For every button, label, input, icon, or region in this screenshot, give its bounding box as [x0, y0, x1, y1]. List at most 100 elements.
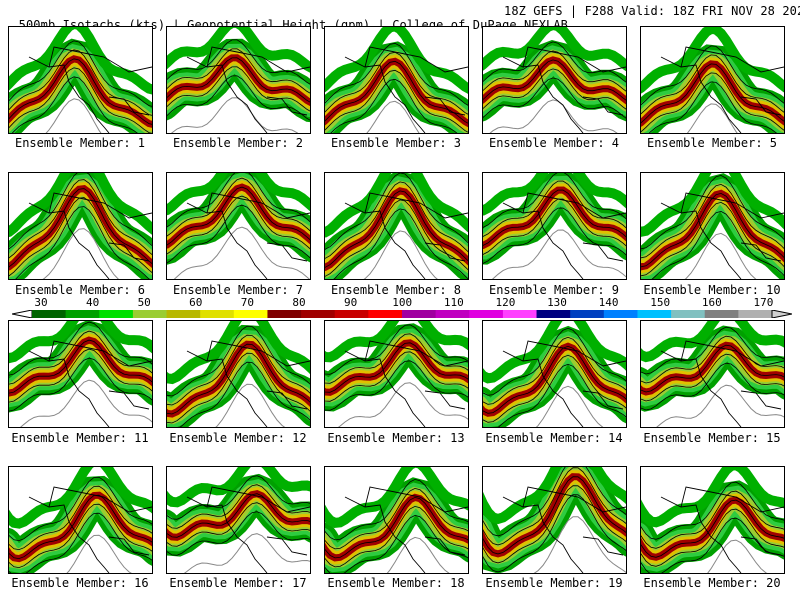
colorbar-tick-label: 30 [26, 296, 56, 309]
colorbar-segment [133, 310, 167, 318]
ensemble-member-label: Ensemble Member: 14 [475, 431, 633, 445]
ensemble-panel [640, 320, 785, 428]
ensemble-member-label: Ensemble Member: 4 [475, 136, 633, 150]
colorbar-segment [234, 310, 268, 318]
isotach-map [483, 467, 626, 573]
ensemble-panel [640, 26, 785, 134]
ensemble-panel [640, 172, 785, 280]
colorbar-tick-label: 110 [439, 296, 469, 309]
colorbar-tick-label: 130 [542, 296, 572, 309]
ensemble-member-label: Ensemble Member: 11 [1, 431, 159, 445]
colorbar-tick-label: 70 [232, 296, 262, 309]
ensemble-panel [8, 466, 153, 574]
ensemble-panel [324, 26, 469, 134]
ensemble-member-label: Ensemble Member: 17 [159, 576, 317, 590]
isotach-colorbar [12, 310, 792, 318]
ensemble-panel [482, 172, 627, 280]
colorbar-tick-label: 150 [645, 296, 675, 309]
ensemble-panel [324, 320, 469, 428]
ensemble-member-label: Ensemble Member: 3 [317, 136, 475, 150]
isotach-map [641, 27, 784, 133]
isotach-map [325, 467, 468, 573]
ensemble-member-label: Ensemble Member: 1 [1, 136, 159, 150]
colorbar-segment [738, 310, 772, 318]
ensemble-panel [482, 26, 627, 134]
isotach-map [641, 173, 784, 279]
colorbar-segment [705, 310, 739, 318]
ensemble-member-label: Ensemble Member: 19 [475, 576, 633, 590]
colorbar-max-arrow [772, 310, 792, 318]
isotach-map [167, 321, 310, 427]
ensemble-panel [8, 26, 153, 134]
colorbar-segment [301, 310, 335, 318]
isotach-map [167, 27, 310, 133]
ensemble-panel [482, 320, 627, 428]
isotach-map [325, 321, 468, 427]
colorbar-segment [637, 310, 671, 318]
ensemble-member-label: Ensemble Member: 12 [159, 431, 317, 445]
isotach-map [483, 173, 626, 279]
colorbar-tick-label: 80 [284, 296, 314, 309]
ensemble-panel [324, 466, 469, 574]
colorbar-segment [436, 310, 470, 318]
colorbar-segment [200, 310, 234, 318]
ensemble-member-label: Ensemble Member: 8 [317, 283, 475, 297]
colorbar-tick-label: 100 [387, 296, 417, 309]
ensemble-member-label: Ensemble Member: 5 [633, 136, 791, 150]
isotach-map [483, 27, 626, 133]
colorbar-tick-label: 60 [181, 296, 211, 309]
colorbar-segment [604, 310, 638, 318]
colorbar-segment [469, 310, 503, 318]
colorbar-tick-label: 120 [490, 296, 520, 309]
isotach-map [325, 27, 468, 133]
isotach-map [9, 173, 152, 279]
colorbar-segment [570, 310, 604, 318]
colorbar-segment [167, 310, 201, 318]
isotach-map [167, 467, 310, 573]
colorbar-segment [671, 310, 705, 318]
colorbar-tick-label: 40 [78, 296, 108, 309]
colorbar-segment [99, 310, 133, 318]
isotach-map [483, 321, 626, 427]
ensemble-panel [324, 172, 469, 280]
ensemble-panel [640, 466, 785, 574]
ensemble-member-label: Ensemble Member: 13 [317, 431, 475, 445]
ensemble-panel [8, 320, 153, 428]
ensemble-member-label: Ensemble Member: 10 [633, 283, 791, 297]
ensemble-member-label: Ensemble Member: 18 [317, 576, 475, 590]
ensemble-panel [166, 320, 311, 428]
colorbar-segment [32, 310, 66, 318]
ensemble-member-label: Ensemble Member: 15 [633, 431, 791, 445]
colorbar-min-arrow [12, 310, 32, 318]
ensemble-member-label: Ensemble Member: 6 [1, 283, 159, 297]
isotach-map [167, 173, 310, 279]
colorbar-segment [402, 310, 436, 318]
colorbar-tick-label: 170 [748, 296, 778, 309]
isotach-map [9, 321, 152, 427]
colorbar-segment [503, 310, 537, 318]
isotach-map [9, 467, 152, 573]
isotach-map [641, 467, 784, 573]
ensemble-panel [166, 26, 311, 134]
ensemble-member-label: Ensemble Member: 20 [633, 576, 791, 590]
ensemble-member-label: Ensemble Member: 9 [475, 283, 633, 297]
ensemble-member-label: Ensemble Member: 16 [1, 576, 159, 590]
ensemble-member-label: Ensemble Member: 7 [159, 283, 317, 297]
colorbar-tick-label: 160 [697, 296, 727, 309]
isotach-map [325, 173, 468, 279]
header-valid-time: 18Z GEFS | F288 Valid: 18Z FRI NOV 28 20… [504, 4, 800, 18]
colorbar-segment [267, 310, 301, 318]
ensemble-panel [8, 172, 153, 280]
ensemble-panel [166, 466, 311, 574]
colorbar-segment [66, 310, 100, 318]
colorbar-tick-label: 90 [336, 296, 366, 309]
ensemble-panel [482, 466, 627, 574]
colorbar-segment [537, 310, 571, 318]
isotach-map [641, 321, 784, 427]
colorbar-tick-label: 50 [129, 296, 159, 309]
isotach-map [9, 27, 152, 133]
colorbar-tick-label: 140 [594, 296, 624, 309]
colorbar-segment [335, 310, 369, 318]
colorbar-segment [368, 310, 402, 318]
ensemble-member-label: Ensemble Member: 2 [159, 136, 317, 150]
